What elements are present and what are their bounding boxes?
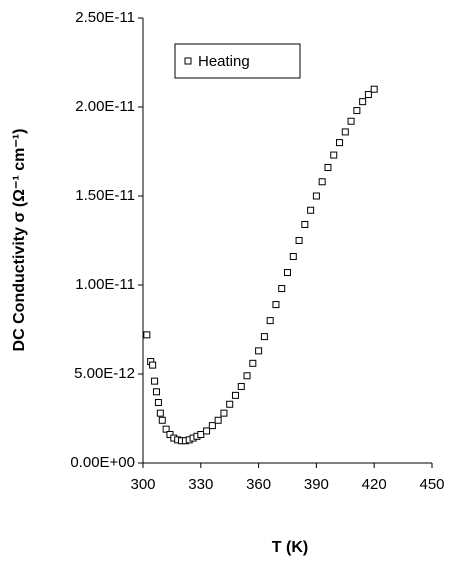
point — [249, 359, 257, 367]
point — [203, 427, 211, 435]
legend-label: Heating — [198, 53, 250, 70]
point — [260, 333, 268, 341]
point — [364, 91, 372, 99]
point — [347, 117, 355, 125]
y-tick-label: 2.50E-11 — [75, 9, 135, 26]
y-tick-label: 2.00E-11 — [75, 98, 135, 115]
point — [208, 422, 216, 430]
point — [359, 98, 367, 106]
point — [154, 398, 162, 406]
point — [149, 361, 157, 369]
point — [324, 164, 332, 172]
y-tick-label: 5.00E-12 — [74, 365, 135, 382]
point — [151, 377, 159, 385]
point — [237, 382, 245, 390]
point — [158, 416, 166, 424]
point — [143, 331, 151, 339]
point — [336, 139, 344, 147]
point — [214, 416, 222, 424]
point — [289, 253, 297, 261]
legend-marker — [184, 57, 192, 65]
point — [307, 206, 315, 214]
point — [370, 85, 378, 93]
y-tick-label: 1.50E-11 — [75, 187, 135, 204]
point — [255, 347, 263, 355]
point — [272, 301, 280, 309]
point — [152, 388, 160, 396]
point — [166, 431, 174, 439]
point — [312, 192, 320, 200]
point — [231, 391, 239, 399]
x-tick-label: 360 — [246, 476, 271, 493]
point — [284, 269, 291, 277]
point — [353, 107, 361, 115]
y-tick-label: 0.00E+00 — [70, 454, 135, 471]
point — [318, 178, 326, 186]
point — [162, 425, 170, 433]
point — [301, 220, 309, 228]
x-tick-label: 390 — [304, 476, 329, 493]
x-tick-label: 330 — [188, 476, 213, 493]
point — [330, 151, 338, 159]
point — [197, 431, 205, 439]
x-tick-label: 420 — [362, 476, 387, 493]
point — [243, 372, 251, 380]
point — [220, 409, 228, 417]
point — [156, 409, 164, 417]
x-axis-title: T (K) — [272, 539, 308, 556]
point — [226, 400, 234, 408]
point — [341, 128, 349, 136]
x-tick-label: 300 — [130, 476, 155, 493]
x-tick-label: 450 — [419, 476, 444, 493]
y-axis-title: DC Conductivity σ (Ω⁻¹ cm⁻¹) — [11, 129, 28, 352]
y-tick-label: 1.00E-11 — [75, 276, 135, 293]
point — [266, 317, 274, 325]
point — [278, 285, 286, 293]
legend-box — [174, 43, 301, 79]
point — [295, 237, 303, 244]
